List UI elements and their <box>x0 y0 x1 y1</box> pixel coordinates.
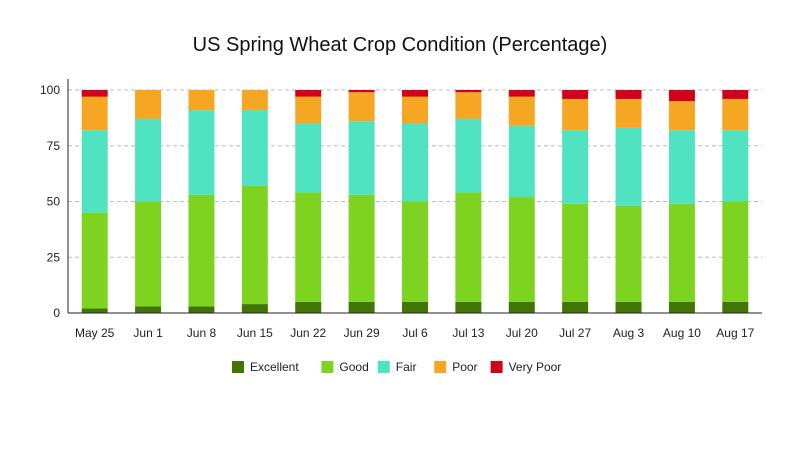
x-tick-label: Jun 1 <box>133 326 163 340</box>
bar-fair-3 <box>241 110 268 186</box>
bar-fair-0 <box>81 130 108 213</box>
bar-fair-9 <box>562 130 589 204</box>
bar-fair-1 <box>135 118 162 202</box>
bar-fair-10 <box>615 127 642 206</box>
bar-good-1 <box>135 201 162 307</box>
bar-very-poor-0 <box>81 90 108 97</box>
bar-very-poor-11 <box>668 90 695 102</box>
bar-excellent-0 <box>81 308 108 313</box>
bar-very-poor-12 <box>722 90 749 99</box>
bar-good-11 <box>668 203 695 302</box>
legend-swatch-very-poor <box>490 361 503 373</box>
bar-poor-6 <box>402 96 428 124</box>
x-tick-label: Jun 8 <box>187 326 217 340</box>
bar-excellent-1 <box>135 306 162 313</box>
bar-fair-6 <box>402 123 428 202</box>
x-tick-label: Aug 10 <box>663 326 701 340</box>
bar-excellent-11 <box>668 301 695 313</box>
legend-swatch-good <box>321 361 334 373</box>
legend-swatch-excellent <box>232 361 244 373</box>
bar-excellent-10 <box>615 301 642 313</box>
bar-fair-7 <box>455 118 482 193</box>
bar-poor-5 <box>348 92 375 122</box>
bar-very-poor-9 <box>562 90 589 99</box>
bar-good-10 <box>615 205 642 302</box>
bar-poor-3 <box>241 90 268 111</box>
y-tick-label: 75 <box>47 139 61 153</box>
legend-swatch-poor <box>434 361 447 373</box>
bar-good-7 <box>455 192 482 302</box>
y-tick-label: 50 <box>47 195 61 209</box>
x-tick-label: May 25 <box>75 326 115 340</box>
bar-excellent-7 <box>455 301 482 313</box>
bar-poor-4 <box>295 96 322 124</box>
legend-label: Poor <box>452 360 477 374</box>
x-tick-label: Jul 27 <box>559 326 591 340</box>
legend-label: Very Poor <box>509 360 562 374</box>
bar-good-3 <box>241 185 268 305</box>
bar-very-poor-10 <box>615 90 642 99</box>
bars <box>81 90 749 313</box>
x-tick-label: Jun 22 <box>290 326 326 340</box>
bar-good-5 <box>348 194 375 302</box>
bar-poor-1 <box>135 90 162 119</box>
bar-fair-11 <box>668 130 695 204</box>
bar-good-12 <box>722 201 749 302</box>
x-tick-label: Jul 13 <box>452 326 484 340</box>
bar-excellent-4 <box>295 301 322 313</box>
bar-good-0 <box>81 212 108 309</box>
bar-fair-8 <box>508 125 535 198</box>
bar-poor-0 <box>81 96 108 131</box>
chart-title: US Spring Wheat Crop Condition (Percenta… <box>192 34 608 56</box>
bar-fair-2 <box>188 110 215 195</box>
x-tick-label: Jul 6 <box>402 326 428 340</box>
bar-fair-12 <box>722 130 749 202</box>
bar-very-poor-8 <box>508 90 535 97</box>
y-tick-label: 100 <box>40 83 60 97</box>
bar-very-poor-6 <box>402 90 428 97</box>
bar-excellent-12 <box>722 301 749 313</box>
bar-good-6 <box>402 201 428 302</box>
bar-very-poor-5 <box>348 90 375 93</box>
bar-poor-7 <box>455 92 482 119</box>
bar-poor-8 <box>508 96 535 126</box>
bar-fair-5 <box>348 121 375 195</box>
bar-good-9 <box>562 203 589 302</box>
x-tick-label: Aug 3 <box>613 326 645 340</box>
legend-label: Good <box>339 360 368 374</box>
y-tick-label: 0 <box>53 306 60 320</box>
y-tick-label: 25 <box>47 250 61 264</box>
x-tick-label: Jul 20 <box>506 326 538 340</box>
bar-very-poor-7 <box>455 90 482 93</box>
x-tick-label: Aug 17 <box>716 326 754 340</box>
legend: Excellent Good Fair Poor Very Poor <box>232 360 561 374</box>
bar-poor-2 <box>188 90 215 111</box>
bar-poor-10 <box>615 98 642 128</box>
x-tick-label: Jun 29 <box>344 326 380 340</box>
bar-excellent-3 <box>241 304 268 313</box>
legend-swatch-fair <box>377 361 390 373</box>
bar-good-8 <box>508 197 535 302</box>
bar-excellent-6 <box>402 301 428 313</box>
legend-label: Fair <box>396 360 417 374</box>
bar-excellent-2 <box>188 306 215 313</box>
bar-good-4 <box>295 192 322 302</box>
axes: 0 25 50 75 100 May 25 Jun 1 Jun 8 Jun 15 Jun 22 Ju… <box>40 79 762 340</box>
bar-poor-12 <box>722 98 749 131</box>
bar-excellent-8 <box>508 301 535 313</box>
legend-label: Excellent <box>250 360 299 374</box>
bar-excellent-5 <box>348 301 375 313</box>
bar-fair-4 <box>295 123 322 193</box>
bar-good-2 <box>188 194 215 307</box>
bar-poor-9 <box>562 98 589 131</box>
bar-excellent-9 <box>562 301 589 313</box>
bar-poor-11 <box>668 101 695 131</box>
bar-very-poor-4 <box>295 90 322 97</box>
x-tick-label: Jun 15 <box>237 326 273 340</box>
